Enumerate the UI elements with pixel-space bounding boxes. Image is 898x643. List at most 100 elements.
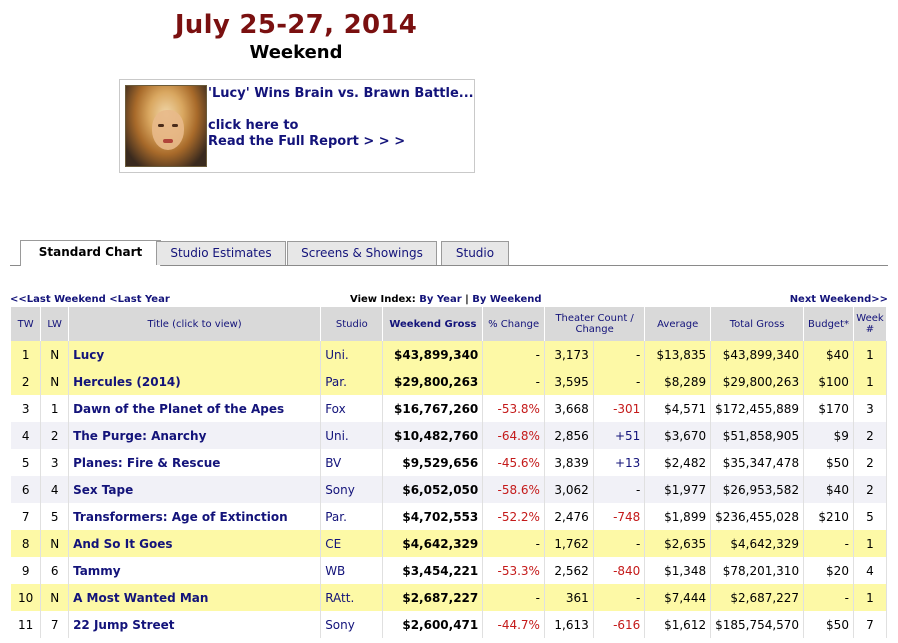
studio-link[interactable]: BV	[320, 449, 384, 476]
rank-last-week: 2	[40, 422, 70, 449]
rank-this-week: 11	[11, 611, 42, 638]
col-budget[interactable]: Budget*	[803, 307, 854, 341]
movie-title-link[interactable]: Dawn of the Planet of the Apes	[68, 395, 322, 422]
theater-count: 2,856	[544, 422, 594, 449]
col-title[interactable]: Title (click to view)	[68, 307, 322, 341]
theater-change: -840	[593, 557, 646, 584]
rank-this-week: 5	[11, 449, 42, 476]
col-tw[interactable]: TW	[11, 307, 42, 341]
weekend-gross: $16,767,260	[382, 395, 484, 422]
week-number: 1	[853, 530, 888, 557]
week-number: 7	[853, 611, 888, 638]
studio-link[interactable]: Par.	[320, 368, 384, 395]
chart-tabs: Standard Chart Studio Estimates Screens …	[10, 240, 888, 266]
total-gross: $26,953,582	[710, 476, 805, 503]
rank-last-week: N	[40, 368, 70, 395]
budget: $50	[803, 449, 854, 476]
report-headline-link[interactable]: 'Lucy' Wins Brain vs. Brawn Battle...	[208, 86, 474, 101]
table-row: 7 5 Transformers: Age of Extinction Par. $4,…	[11, 503, 888, 530]
thumbnail-eye	[158, 124, 164, 127]
last-weekend-link[interactable]: <<Last Weekend <Last Year	[10, 294, 170, 305]
view-index-label: View Index:	[350, 294, 416, 305]
weekend-gross: $4,642,329	[382, 530, 484, 557]
featured-report[interactable]: 'Lucy' Wins Brain vs. Brawn Battle... cl…	[119, 79, 475, 173]
col-theater-count[interactable]: Theater Count / Change	[544, 307, 646, 341]
col-total-gross[interactable]: Total Gross	[710, 307, 805, 341]
col-average[interactable]: Average	[644, 307, 712, 341]
tab-screens-showings[interactable]: Screens & Showings	[287, 241, 437, 265]
report-full-link[interactable]: Read the Full Report > > >	[208, 134, 406, 149]
pct-change: -52.2%	[482, 503, 545, 530]
movie-title-link[interactable]: A Most Wanted Man	[68, 584, 322, 611]
report-thumbnail[interactable]	[125, 85, 207, 167]
budget: $20	[803, 557, 854, 584]
studio-link[interactable]: Uni.	[320, 341, 384, 368]
movie-title-link[interactable]: Planes: Fire & Rescue	[68, 449, 322, 476]
pct-change: -	[482, 368, 545, 395]
week-number: 4	[853, 557, 888, 584]
box-office-table: TW LW Title (click to view) Studio Weeke…	[11, 307, 888, 638]
average-gross: $7,444	[644, 584, 712, 611]
movie-title-link[interactable]: 22 Jump Street	[68, 611, 322, 638]
next-weekend-link[interactable]: Next Weekend>>	[789, 294, 888, 305]
report-click-link[interactable]: click here to	[208, 118, 299, 133]
movie-title-link[interactable]: Tammy	[68, 557, 322, 584]
tab-standard-chart[interactable]: Standard Chart	[20, 240, 161, 266]
col-pct-change[interactable]: % Change	[482, 307, 545, 341]
by-year-link[interactable]: By Year	[419, 294, 462, 305]
studio-link[interactable]: Sony	[320, 611, 384, 638]
weekend-gross: $2,600,471	[382, 611, 484, 638]
movie-title-link[interactable]: Hercules (2014)	[68, 368, 322, 395]
studio-link[interactable]: Par.	[320, 503, 384, 530]
studio-link[interactable]: CE	[320, 530, 384, 557]
rank-last-week: 4	[40, 476, 70, 503]
thumbnail-lips	[163, 139, 173, 143]
studio-link[interactable]: Sony	[320, 476, 384, 503]
rank-this-week: 1	[11, 341, 42, 368]
average-gross: $2,635	[644, 530, 712, 557]
theater-count: 361	[544, 584, 594, 611]
studio-link[interactable]: Fox	[320, 395, 384, 422]
col-week[interactable]: Week #	[853, 307, 888, 341]
rank-last-week: 7	[40, 611, 70, 638]
view-index: View Index: By Year | By Weekend	[350, 294, 542, 305]
theater-count: 3,595	[544, 368, 594, 395]
studio-link[interactable]: WB	[320, 557, 384, 584]
rank-last-week: N	[40, 584, 70, 611]
average-gross: $13,835	[644, 341, 712, 368]
week-number: 1	[853, 368, 888, 395]
movie-title-link[interactable]: And So It Goes	[68, 530, 322, 557]
average-gross: $1,977	[644, 476, 712, 503]
studio-link[interactable]: Uni.	[320, 422, 384, 449]
col-weekend-gross[interactable]: Weekend Gross	[382, 307, 484, 341]
week-number: 2	[853, 476, 888, 503]
theater-count: 1,762	[544, 530, 594, 557]
tab-studio[interactable]: Studio	[441, 241, 509, 265]
movie-title-link[interactable]: The Purge: Anarchy	[68, 422, 322, 449]
week-number: 3	[853, 395, 888, 422]
total-gross: $4,642,329	[710, 530, 805, 557]
week-number: 1	[853, 584, 888, 611]
budget: $210	[803, 503, 854, 530]
weekend-gross: $9,529,656	[382, 449, 484, 476]
average-gross: $1,612	[644, 611, 712, 638]
col-lw[interactable]: LW	[40, 307, 70, 341]
thumbnail-eye	[172, 124, 178, 127]
movie-title-link[interactable]: Transformers: Age of Extinction	[68, 503, 322, 530]
rank-this-week: 2	[11, 368, 42, 395]
theater-change: -748	[593, 503, 646, 530]
nav-separator: |	[465, 294, 469, 305]
budget: $40	[803, 476, 854, 503]
rank-last-week: 3	[40, 449, 70, 476]
tab-studio-estimates[interactable]: Studio Estimates	[156, 241, 286, 265]
by-weekend-link[interactable]: By Weekend	[472, 294, 542, 305]
studio-link[interactable]: RAtt.	[320, 584, 384, 611]
week-number: 5	[853, 503, 888, 530]
movie-title-link[interactable]: Lucy	[68, 341, 322, 368]
weekend-gross: $3,454,221	[382, 557, 484, 584]
theater-count: 3,173	[544, 341, 594, 368]
thumbnail-face	[152, 110, 184, 150]
col-studio[interactable]: Studio	[320, 307, 384, 341]
movie-title-link[interactable]: Sex Tape	[68, 476, 322, 503]
theater-change: -	[593, 584, 646, 611]
